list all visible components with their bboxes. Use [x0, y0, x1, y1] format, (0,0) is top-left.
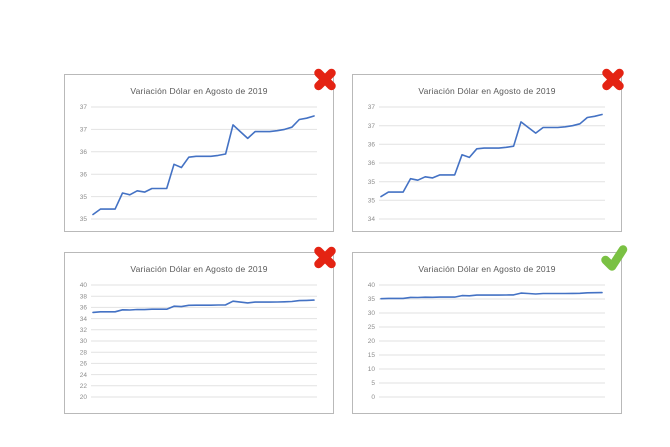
svg-text:40: 40 [80, 282, 88, 289]
chart-panel-bottom-right: Variación Dólar en Agosto de 2019 0 5 10 15… [352, 245, 628, 414]
svg-text:24: 24 [80, 372, 88, 379]
svg-text:22: 22 [80, 383, 88, 390]
svg-text:35: 35 [368, 198, 376, 205]
svg-text:34: 34 [80, 316, 88, 323]
svg-text:37: 37 [80, 127, 88, 134]
svg-text:36: 36 [80, 305, 88, 312]
svg-text:37: 37 [368, 104, 376, 111]
svg-text:35: 35 [368, 296, 376, 303]
svg-text:15: 15 [368, 352, 376, 359]
chart-title: Variación Dólar en Agosto de 2019 [130, 264, 268, 274]
line-chart-zero-based-axis: 0 5 10 15 20 25 30 35 40 [368, 282, 605, 401]
svg-text:38: 38 [80, 293, 88, 300]
line-chart-narrow-axis-2: 34 35 35 36 36 37 37 [368, 104, 605, 223]
cross-icon [311, 65, 341, 95]
cross-icon [599, 65, 629, 95]
chart-panel-top-right: Variación Dólar en Agosto de 2019 34 35 35… [352, 68, 624, 232]
chart-panel-top-left: Variación Dólar en Agosto de 2019 35 35 36… [64, 68, 336, 232]
svg-text:40: 40 [368, 282, 376, 289]
svg-text:28: 28 [80, 349, 88, 356]
chart-panel-bottom-left: Variación Dólar en Agosto de 2019 20 22 24… [64, 246, 336, 414]
line-chart-medium-axis: 20 22 24 26 28 30 32 34 36 38 40 [80, 282, 317, 401]
svg-text:10: 10 [368, 366, 376, 373]
svg-text:37: 37 [368, 123, 376, 130]
svg-text:30: 30 [80, 338, 88, 345]
svg-text:35: 35 [80, 216, 88, 223]
chart-title: Variación Dólar en Agosto de 2019 [130, 86, 268, 96]
svg-text:36: 36 [80, 149, 88, 156]
svg-text:36: 36 [368, 142, 376, 149]
svg-text:5: 5 [371, 380, 375, 387]
svg-text:34: 34 [368, 216, 376, 223]
svg-text:0: 0 [371, 394, 375, 401]
svg-text:20: 20 [80, 394, 88, 401]
line-chart-narrow-axis: 35 35 36 36 37 37 [80, 104, 317, 223]
svg-text:25: 25 [368, 324, 376, 331]
svg-text:36: 36 [80, 171, 88, 178]
svg-text:35: 35 [368, 179, 376, 186]
chart-title: Variación Dólar en Agosto de 2019 [418, 86, 556, 96]
svg-text:37: 37 [80, 104, 88, 111]
cross-icon [311, 243, 341, 273]
svg-text:30: 30 [368, 310, 376, 317]
svg-text:20: 20 [368, 338, 376, 345]
svg-text:32: 32 [80, 327, 88, 334]
check-icon [599, 243, 629, 273]
chart-title: Variación Dólar en Agosto de 2019 [418, 264, 556, 274]
svg-text:35: 35 [80, 194, 88, 201]
svg-text:36: 36 [368, 160, 376, 167]
svg-text:26: 26 [80, 361, 88, 368]
